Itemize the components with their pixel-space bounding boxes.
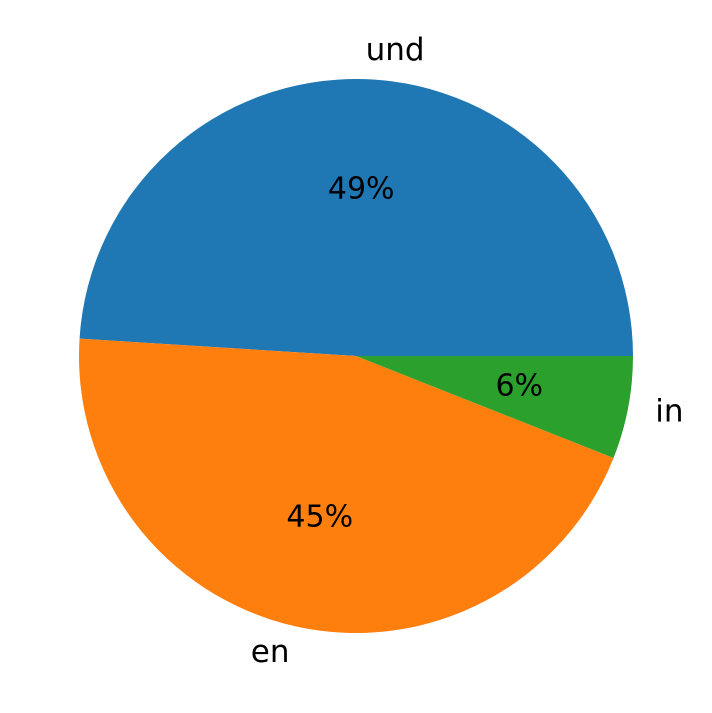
slice-label: und [366,32,425,68]
slice-value-label: 45% [286,500,353,535]
slice-value-label: 49% [328,171,395,206]
pie-slice [79,79,634,357]
slice-value-label: 6% [495,369,543,404]
slice-label: en [251,634,290,670]
pie-slice [356,356,633,458]
slice-label: in [655,394,683,430]
pie-slice [78,338,614,633]
